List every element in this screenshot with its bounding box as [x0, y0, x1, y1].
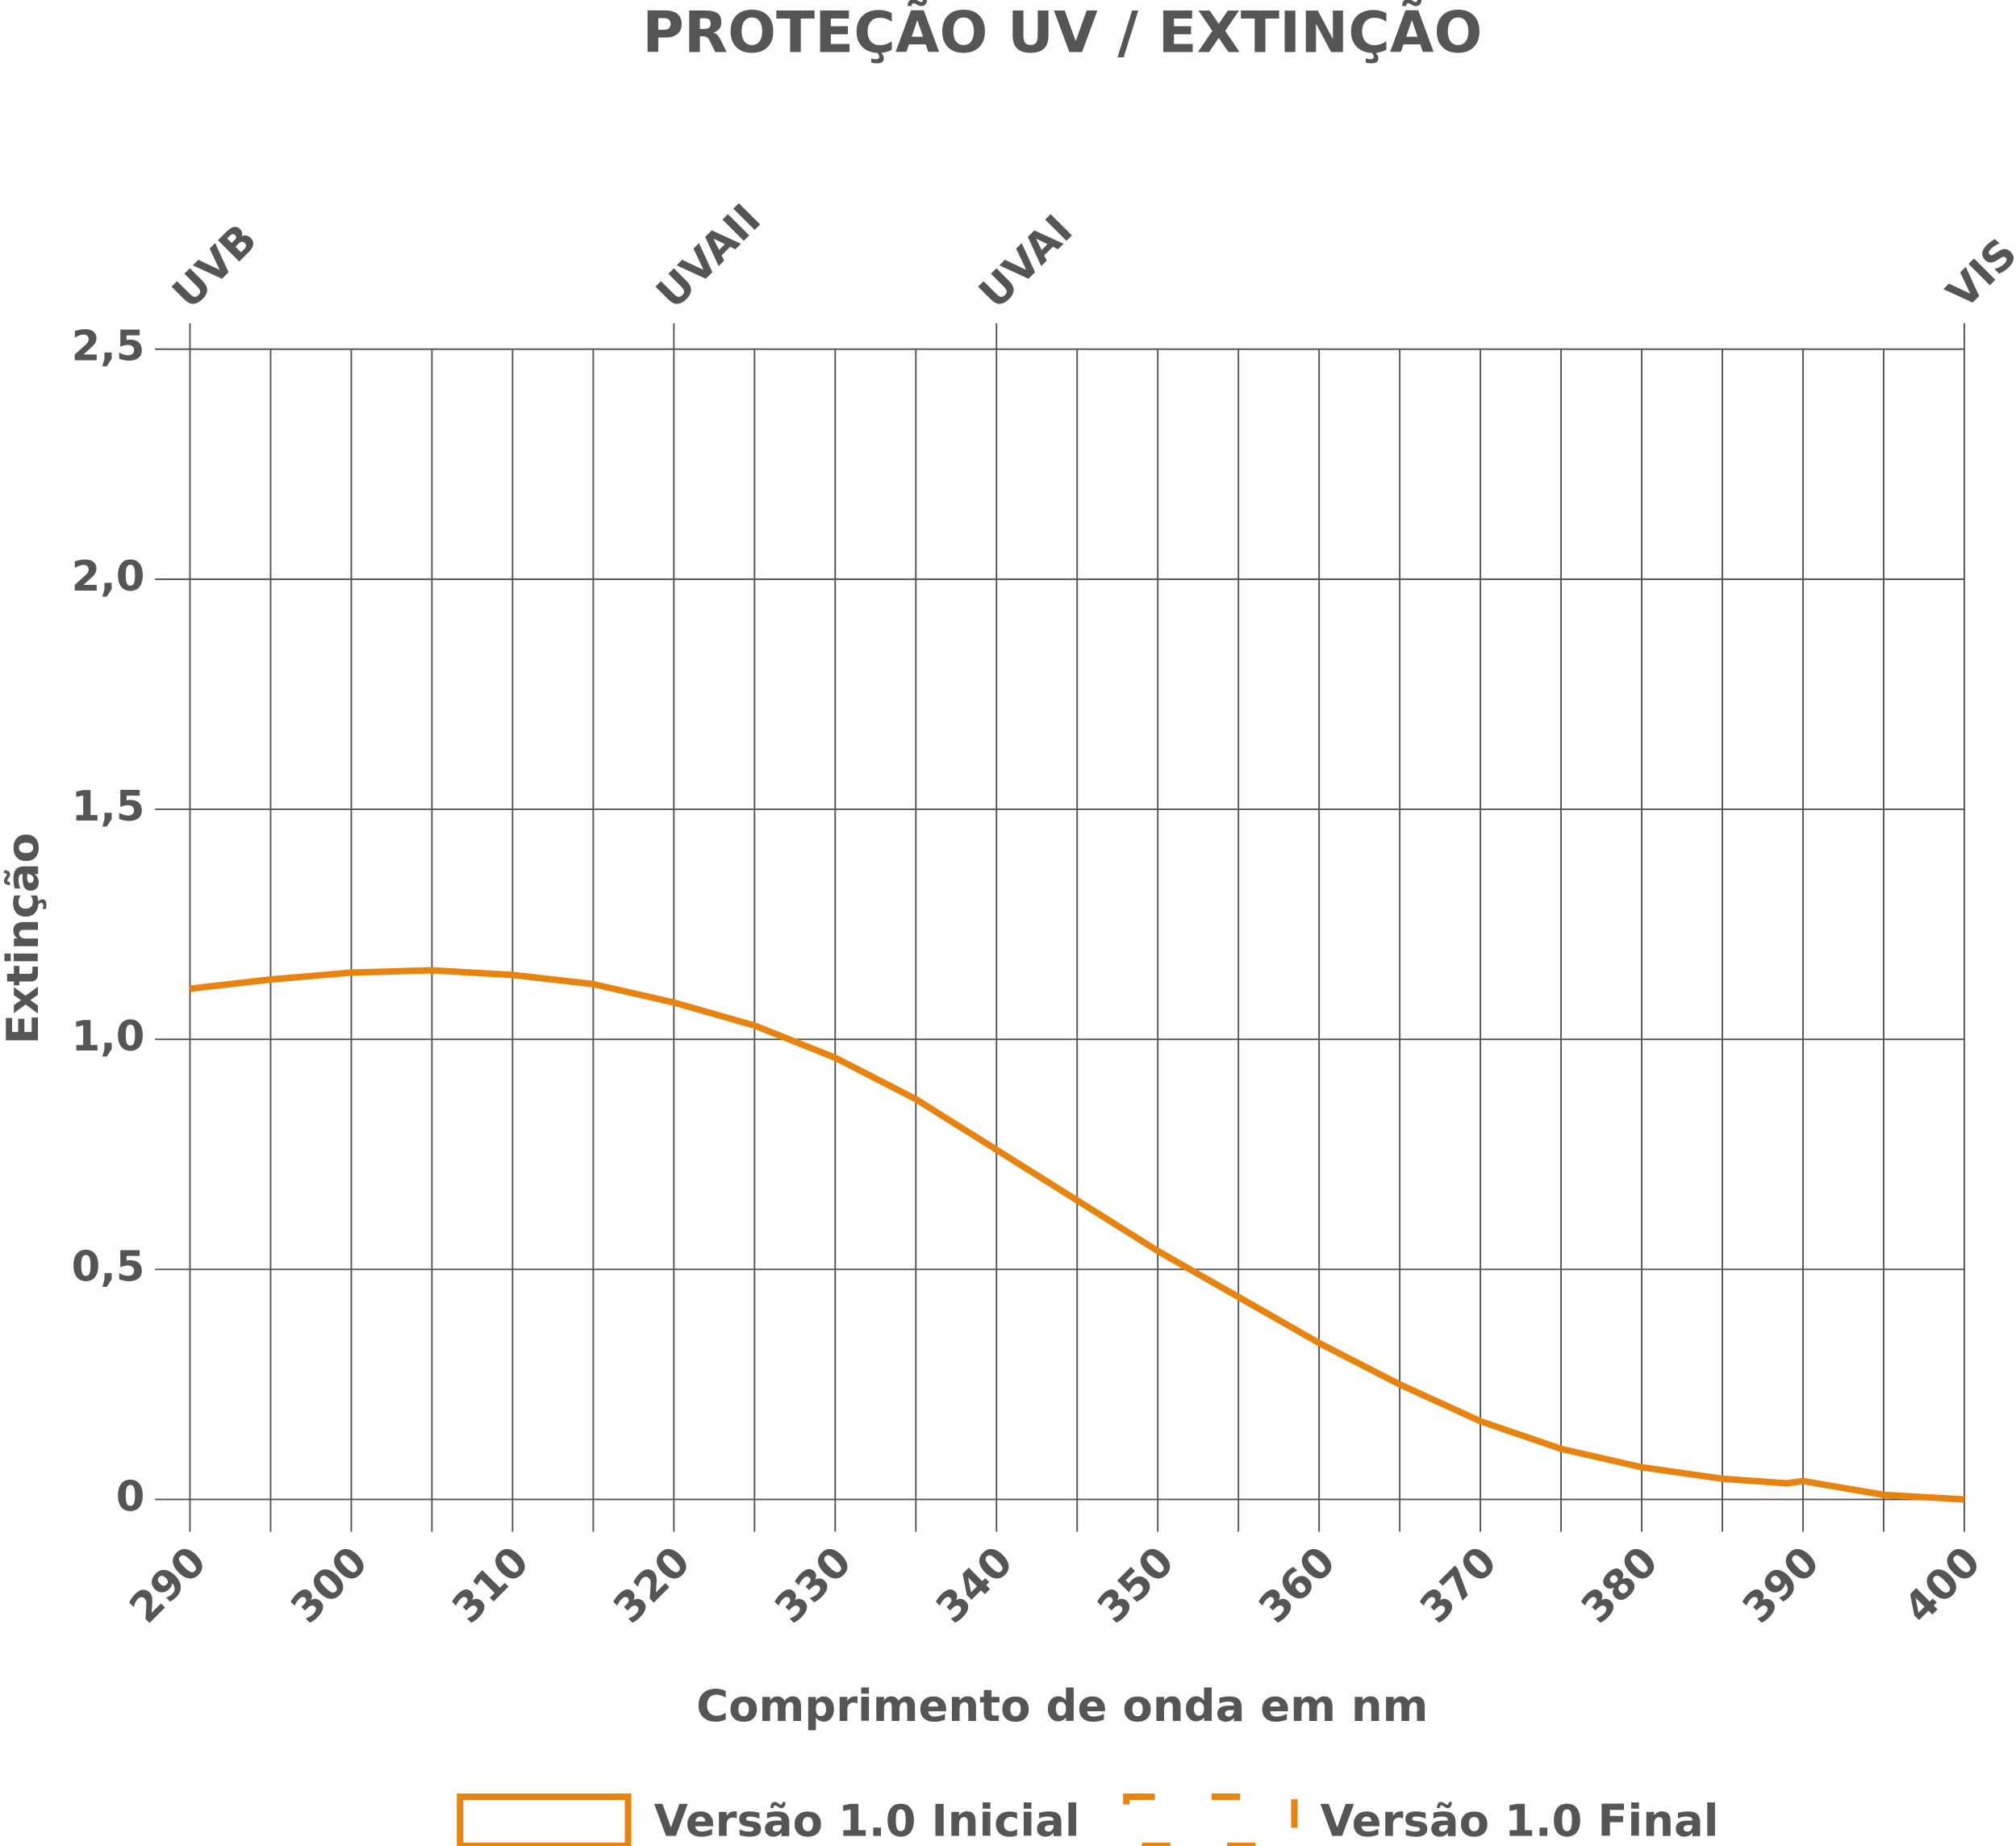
x-tick-label: 360: [1250, 1538, 1345, 1633]
legend-label: Versão 1.0 Inicial: [654, 1795, 1080, 1846]
legend-swatch: [1123, 1793, 1298, 1846]
y-tick-label: 0: [116, 1472, 145, 1521]
band-label: UVB: [164, 215, 267, 319]
x-tick-label: 330: [766, 1538, 861, 1633]
y-tick-label: 0,5: [72, 1242, 145, 1291]
x-tick-label: 380: [1572, 1538, 1667, 1633]
y-tick-label: 2,5: [72, 323, 145, 371]
x-tick-label: 290: [120, 1538, 215, 1633]
x-tick-label: 390: [1734, 1538, 1829, 1633]
x-tick-label: 350: [1088, 1538, 1183, 1633]
x-tick-label: 300: [282, 1538, 377, 1633]
series-line: [190, 967, 1965, 1503]
band-label: UVAII: [647, 195, 770, 318]
legend-swatch: [457, 1793, 632, 1846]
y-tick-label: 1,0: [72, 1013, 145, 1061]
x-tick-label: 310: [443, 1538, 538, 1633]
x-tick-label: 400: [1895, 1538, 1990, 1633]
band-label: UVAI: [970, 206, 1082, 318]
x-tick-label: 320: [604, 1538, 699, 1633]
y-axis-label: Extinção: [0, 833, 48, 1044]
legend-label: Versão 1.0 Final: [1320, 1795, 1718, 1846]
band-label: VIS: [1938, 229, 2016, 318]
chart-title: PROTEÇÃO UV / EXTINÇÃO: [642, 0, 1482, 66]
x-tick-label: 340: [927, 1538, 1022, 1633]
x-tick-label: 370: [1411, 1538, 1506, 1633]
y-tick-label: 2,0: [72, 553, 145, 601]
x-axis-label: Comprimento de onda em nm: [696, 1680, 1428, 1731]
y-tick-label: 1,5: [72, 783, 145, 831]
